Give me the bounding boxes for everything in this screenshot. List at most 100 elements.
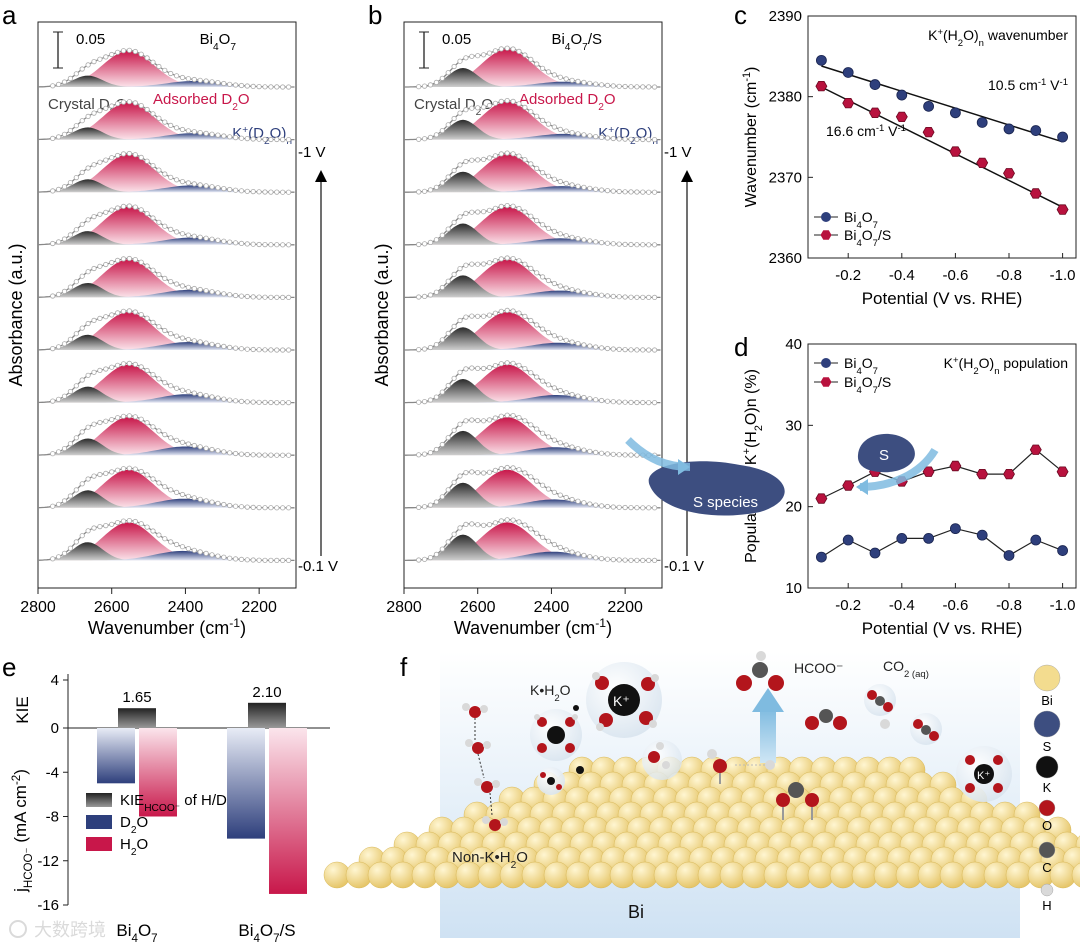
a-data-point-5 xyxy=(215,342,221,348)
b-data-point-3 xyxy=(421,241,428,247)
a-data-point-5 xyxy=(285,347,292,353)
b-data-point-6 xyxy=(492,362,498,369)
a-data-point-1 xyxy=(55,134,62,140)
a-data-point-5 xyxy=(191,338,197,344)
a-data-point-3 xyxy=(209,236,215,242)
b-data-point-1 xyxy=(598,134,605,140)
a-data-point-8 xyxy=(67,493,74,499)
c-xtick-label-4: -1.0 xyxy=(1050,267,1076,284)
b-data-point-7 xyxy=(516,414,522,421)
a-data-point-9 xyxy=(138,521,144,527)
legend-atom-label-s: S xyxy=(1043,739,1052,754)
b-data-point-4 xyxy=(581,289,587,295)
d-point-Bi4O7-1 xyxy=(842,534,854,546)
e-kie-value-0: 1.65 xyxy=(122,689,151,706)
b-data-point-9 xyxy=(581,552,587,559)
b-data-point-6 xyxy=(563,390,569,396)
a-data-point-3 xyxy=(55,239,62,245)
a-data-point-7 xyxy=(215,448,221,454)
e-d2o-bar-0 xyxy=(97,728,135,784)
b-data-point-4 xyxy=(457,265,463,272)
b-data-point-5 xyxy=(640,347,646,353)
a-data-point-6 xyxy=(126,360,132,366)
c-legend-label-0: Bi4O7 xyxy=(844,209,878,231)
k-hydration-cluster-small-icon xyxy=(530,709,582,761)
b-data-point-9 xyxy=(433,551,439,558)
a-x-axis-label: Wavenumber (cm-1) xyxy=(88,616,246,638)
b-data-point-9 xyxy=(557,544,563,551)
a-data-point-7 xyxy=(120,413,127,419)
a-crystal-peak-1 xyxy=(38,127,296,140)
b-data-point-8 xyxy=(439,494,445,500)
a-data-point-4 xyxy=(85,269,91,275)
c-ytick-label-2: 2380 xyxy=(769,89,802,106)
b-data-point-1 xyxy=(634,136,640,142)
a-data-point-6 xyxy=(85,372,91,378)
b-data-point-7 xyxy=(475,417,481,424)
c-legend-marker-0 xyxy=(821,212,831,222)
a-data-point-1 xyxy=(138,103,144,109)
b-data-point-9 xyxy=(492,520,498,526)
a-data-point-5 xyxy=(61,341,68,347)
a-data-point-3 xyxy=(126,203,132,209)
b-data-point-9 xyxy=(575,551,581,557)
b-data-point-5 xyxy=(451,323,457,329)
b-data-point-1 xyxy=(486,102,493,109)
b-data-point-2 xyxy=(634,189,640,195)
a-data-point-7 xyxy=(285,452,292,458)
a-data-point-1 xyxy=(126,99,132,105)
a-data-point-1 xyxy=(215,132,221,138)
a-data-point-4 xyxy=(274,294,280,300)
a-data-point-5 xyxy=(209,341,215,347)
b-crystal-peak-2 xyxy=(404,171,662,193)
a-data-point-2 xyxy=(156,167,162,173)
b-data-point-9 xyxy=(610,556,616,563)
a-potential-label-bottom: -0.1 V xyxy=(298,558,338,575)
b-data-point-6 xyxy=(516,362,522,368)
a-data-point-4 xyxy=(67,284,74,290)
a-data-point-9 xyxy=(262,557,268,563)
b-data-point-3 xyxy=(416,241,422,248)
b-data-point-2 xyxy=(569,182,575,188)
a-data-point-9 xyxy=(221,554,227,560)
hcoo-label: HCOO⁻ xyxy=(794,660,843,676)
a-data-point-1 xyxy=(233,135,239,141)
b-data-point-6 xyxy=(604,398,611,404)
a-data-point-7 xyxy=(168,435,174,441)
b-data-point-5 xyxy=(421,346,428,352)
b-data-point-9 xyxy=(528,526,534,532)
b-data-point-8 xyxy=(587,501,593,507)
b-data-point-8 xyxy=(416,504,422,510)
a-data-point-1 xyxy=(79,118,85,124)
b-crystal-peak-4 xyxy=(404,275,662,298)
a-data-point-4 xyxy=(162,275,168,281)
a-data-point-8 xyxy=(79,481,85,487)
a-adsorbed-peak-2 xyxy=(38,154,296,193)
a-data-point-4 xyxy=(256,294,262,300)
b-data-point-5 xyxy=(569,339,575,345)
b-data-point-2 xyxy=(457,162,463,168)
a-data-point-9 xyxy=(274,557,280,564)
a-data-point-0 xyxy=(103,54,109,60)
a-data-point-6 xyxy=(262,399,268,405)
b-data-point-5 xyxy=(545,329,552,336)
b-data-point-9 xyxy=(416,557,422,563)
a-data-point-6 xyxy=(156,376,162,382)
b-data-point-4 xyxy=(598,292,605,298)
s-label: S xyxy=(879,447,889,464)
a-data-point-4 xyxy=(215,290,221,296)
a-data-point-2 xyxy=(103,157,109,163)
b-data-point-7 xyxy=(433,446,439,453)
panel-letter-f: f xyxy=(400,652,408,682)
a-data-point-2 xyxy=(179,179,186,185)
a-data-point-8 xyxy=(162,484,168,490)
b-data-point-4 xyxy=(646,294,652,300)
c-fit-line-1 xyxy=(821,86,1063,208)
c-point-Bi4O7/S-1 xyxy=(842,98,855,109)
c-ytick-label-0: 2360 xyxy=(769,250,802,267)
b-data-point-4 xyxy=(610,293,616,299)
a-data-point-0 xyxy=(150,59,156,65)
b-data-point-4 xyxy=(587,290,593,296)
b-data-point-2 xyxy=(445,174,451,180)
